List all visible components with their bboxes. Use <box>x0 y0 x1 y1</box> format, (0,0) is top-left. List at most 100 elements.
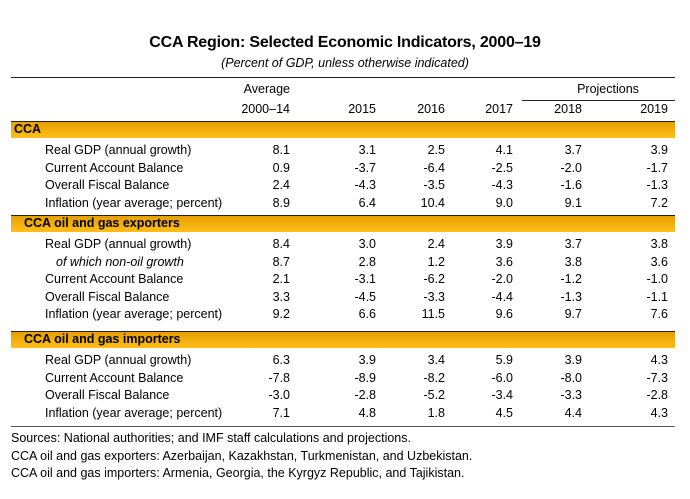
column-header: 2000–14 <box>241 102 290 116</box>
cell-value: -2.0 <box>491 272 513 286</box>
cell-value: 6.4 <box>358 195 376 210</box>
row-label: Inflation (year average; percent) <box>45 195 223 210</box>
cell-value: -2.5 <box>491 160 513 175</box>
section-header-exporters: CCA oil and gas exporters <box>11 215 675 232</box>
cell-value: -3.7 <box>354 160 376 175</box>
cell-value: -3.4 <box>491 388 513 402</box>
section-title: CCA oil and gas exporters <box>24 216 180 230</box>
cell-value: 3.9 <box>650 143 668 157</box>
cell-value: -1.2 <box>560 272 582 286</box>
cell-value: 8.9 <box>272 195 290 210</box>
cell-value: -4.5 <box>354 289 376 304</box>
row-label: of which non-oil growth <box>56 254 184 269</box>
cell-value: 3.3 <box>272 289 290 304</box>
column-header: 2017 <box>485 102 513 116</box>
cell-value: 3.6 <box>650 254 668 269</box>
cell-value: 8.4 <box>272 237 290 251</box>
header-average-label: Average <box>243 82 290 96</box>
column-header: 2016 <box>417 102 445 116</box>
cell-value: -3.0 <box>268 388 290 402</box>
row-label: Current Account Balance <box>45 370 184 385</box>
cell-value: 1.8 <box>427 405 445 420</box>
row-label: Real GDP (annual growth) <box>45 237 192 251</box>
cell-value: 2.1 <box>272 272 290 286</box>
cell-value: -4.4 <box>491 289 513 304</box>
cell-value: -7.3 <box>646 370 668 385</box>
table-row: Current Account Balance -7.8 -8.9 -8.2 -6.0 -… <box>0 370 690 387</box>
table-row: Current Account Balance 2.1 -3.1 -6.2 -2.0 -1… <box>0 271 690 288</box>
row-label: Real GDP (annual growth) <box>45 353 192 367</box>
cell-value: 4.4 <box>564 405 582 420</box>
cell-value: 6.6 <box>358 307 376 321</box>
cell-value: -6.4 <box>423 160 445 175</box>
section-title: CCA oil and gas importers <box>24 332 181 346</box>
cell-value: 3.1 <box>358 143 376 157</box>
cell-value: 7.1 <box>272 405 290 420</box>
cell-value: 10.4 <box>420 195 445 210</box>
table-row: Real GDP (annual growth) 8.1 3.1 2.5 4.1 3.7 3… <box>0 142 690 159</box>
row-label: Current Account Balance <box>45 272 184 286</box>
cell-value: -3.3 <box>423 289 445 304</box>
cell-value: -2.8 <box>354 388 376 402</box>
exporters-note: CCA oil and gas exporters: Azerbaijan, K… <box>11 449 473 463</box>
row-label: Inflation (year average; percent) <box>45 307 223 321</box>
row-label: Overall Fiscal Balance <box>45 388 170 402</box>
cell-value: -2.0 <box>560 160 582 175</box>
table-row: Real GDP (annual growth) 8.4 3.0 2.4 3.9 3.7 3… <box>0 236 690 253</box>
row-label: Overall Fiscal Balance <box>45 289 170 304</box>
cell-value: 0.9 <box>272 160 290 175</box>
column-header: 2018 <box>554 102 582 116</box>
cell-value: 9.2 <box>272 307 290 321</box>
header-projections-label: Projections <box>577 82 639 96</box>
cell-value: -1.7 <box>646 160 668 175</box>
cell-value: -8.9 <box>354 370 376 385</box>
cell-value: 4.1 <box>495 143 513 157</box>
cell-value: 3.7 <box>564 143 582 157</box>
top-rule <box>11 77 675 78</box>
cell-value: 3.7 <box>564 237 582 251</box>
cell-value: 3.9 <box>564 353 582 367</box>
table-title: CCA Region: Selected Economic Indicators… <box>149 34 541 51</box>
cell-value: 2.8 <box>358 254 376 269</box>
cell-value: 4.5 <box>495 405 513 420</box>
bottom-rule <box>11 426 675 427</box>
cell-value: 9.6 <box>495 307 513 321</box>
table-row: Overall Fiscal Balance -3.0 -2.8 -5.2 -3.4 -3… <box>0 387 690 404</box>
row-label: Inflation (year average; percent) <box>45 405 223 420</box>
cell-value: -1.0 <box>646 272 668 286</box>
cell-value: -4.3 <box>354 178 376 192</box>
table-subtitle: (Percent of GDP, unless otherwise indica… <box>221 56 469 70</box>
cell-value: -4.3 <box>491 178 513 192</box>
source-note: Sources: National authorities; and IMF s… <box>11 431 411 445</box>
cell-value: -6.0 <box>491 370 513 385</box>
cell-value: 3.8 <box>650 237 668 251</box>
projections-rule <box>522 100 675 101</box>
cell-value: -8.2 <box>423 370 445 385</box>
table-row: Overall Fiscal Balance 3.3 -4.5 -3.3 -4.4 -1.… <box>0 289 690 306</box>
table-row: Inflation (year average; percent) 9.2 6.6 1… <box>0 306 690 323</box>
cell-value: 9.7 <box>564 307 582 321</box>
cell-value: -3.1 <box>354 272 376 286</box>
cell-value: -2.8 <box>646 388 668 402</box>
table-row: of which non-oil growth 8.7 2.8 1.2 3.6 3.8 3.… <box>0 254 690 271</box>
row-label: Overall Fiscal Balance <box>45 178 170 192</box>
section-header-importers: CCA oil and gas importers <box>11 331 675 348</box>
cell-value: -1.6 <box>560 178 582 192</box>
cell-value: 7.6 <box>650 307 668 321</box>
row-label: Real GDP (annual growth) <box>45 143 192 157</box>
cell-value: -1.3 <box>646 178 668 192</box>
section-header-cca: CCA <box>11 121 675 138</box>
cell-value: -6.2 <box>423 272 445 286</box>
cell-value: 6.3 <box>272 353 290 367</box>
table-row: Inflation (year average; percent) 8.9 6.4 1… <box>0 195 690 212</box>
cell-value: 3.6 <box>495 254 513 269</box>
table-row: Overall Fiscal Balance 2.4 -4.3 -3.5 -4.3 -1.… <box>0 177 690 194</box>
cell-value: -3.5 <box>423 178 445 192</box>
cell-value: 2.4 <box>272 178 290 192</box>
cell-value: 9.0 <box>495 195 513 210</box>
cell-value: 3.4 <box>427 353 445 367</box>
table-row: Current Account Balance 0.9 -3.7 -6.4 -2.5 -2… <box>0 160 690 177</box>
cell-value: 4.3 <box>650 353 668 367</box>
cell-value: 7.2 <box>650 195 668 210</box>
row-label: Current Account Balance <box>45 160 184 175</box>
